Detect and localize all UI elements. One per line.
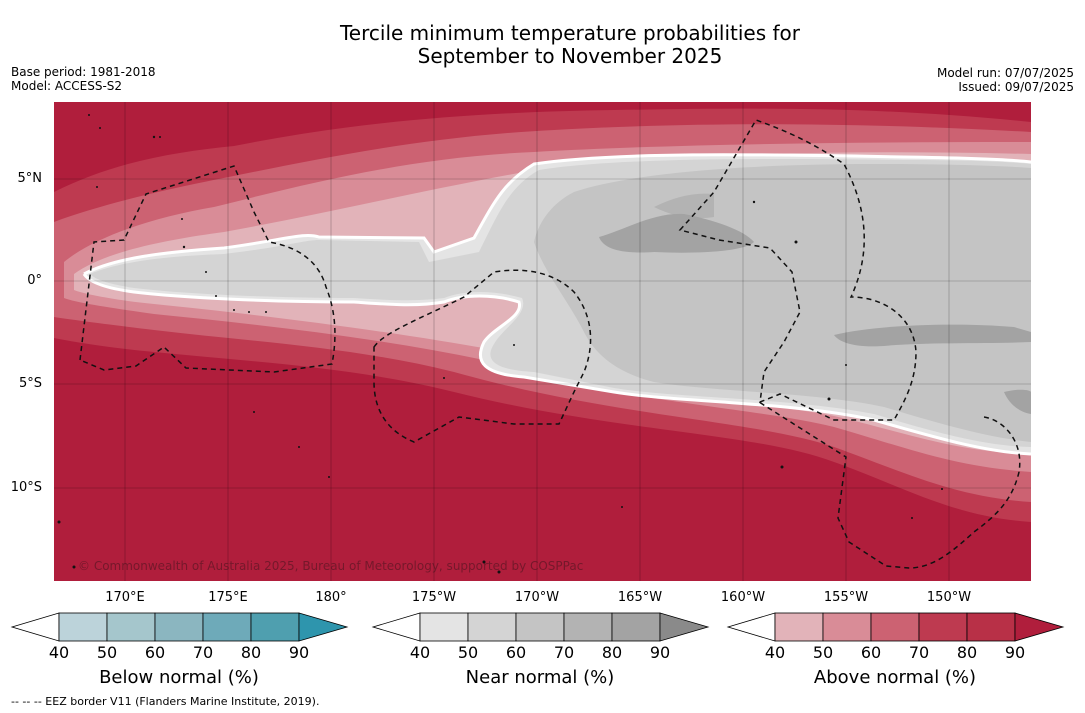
colorbar-swatch [966,612,1016,642]
meta-right: Model run: 07/07/2025 Issued: 09/07/2025 [937,66,1074,94]
colorbar-swatch [870,612,920,642]
colorbar-swatch [563,612,613,642]
eez-kiribati-phoenix [373,269,592,443]
lon-label-175w: 175°W [411,590,457,605]
colorbar-swatch [106,612,156,642]
cb-near-tick-80: 80 [601,643,623,662]
near-80-region-a [599,213,754,253]
colorbar-swatch [154,612,204,642]
colorbar-swatch [1014,612,1065,642]
model-label: Model: ACCESS-S2 [11,79,123,93]
title-line-2: September to November 2025 [417,44,723,68]
near-80-region-b [834,324,1031,347]
lon-label-165w: 165°W [617,590,663,605]
cb-near-tick-50: 50 [457,643,479,662]
eez-borders [79,119,1021,569]
islands [57,114,943,574]
cb-below-tick-40: 40 [48,643,70,662]
colorbar-swatch [659,612,710,642]
lon-label-150w: 150°W [926,590,972,605]
map-title: Tercile minimum temperature probabilitie… [0,22,1085,68]
near-70-region [654,193,714,219]
cb-above-tick-60: 60 [860,643,882,662]
lon-label-170w: 170°W [514,590,560,605]
lat-label-5s: 5°S [18,376,42,391]
lat-label-0: 0° [27,273,42,288]
copyright-notice: © Commonwealth of Australia 2025, Bureau… [78,559,584,573]
cb-above-tick-40: 40 [764,643,786,662]
colorbar-swatch [774,612,824,642]
colorbar-swatch [918,612,968,642]
lat-label-10s: 10°S [10,480,42,495]
issued-label: Issued: 09/07/2025 [958,80,1074,94]
lon-label-155w: 155°W [823,590,869,605]
cb-below-tick-80: 80 [240,643,262,662]
colorbars [10,612,1065,642]
cb-near-tick-60: 60 [505,643,527,662]
cb-near-tick-70: 70 [553,643,575,662]
eez-french-polynesia [758,401,1021,569]
near-normal-boundary-south [82,273,1031,456]
colorbar-title-near: Near normal (%) [465,667,615,688]
near-normal-boundary [83,153,1031,276]
colorbar-below-normal [10,612,349,642]
colorbar-above-normal [726,612,1065,642]
probability-map: © Commonwealth of Australia 2025, Bureau… [54,102,1031,581]
eez-kiribati-gilbert [79,165,336,373]
colorbar-swatch [250,612,300,642]
lon-label-170e: 170°E [105,590,145,605]
colorbar-swatch [611,612,661,642]
near-80-region-c [1004,389,1031,414]
cb-below-tick-70: 70 [192,643,214,662]
cb-below-tick-60: 60 [144,643,166,662]
colorbar-title-below: Below normal (%) [99,667,259,688]
cb-below-tick-90: 90 [288,643,310,662]
map-canvas [54,102,1031,581]
cb-above-tick-80: 80 [956,643,978,662]
colorbar-swatch [467,612,517,642]
graticule [54,102,1031,581]
cb-near-tick-40: 40 [409,643,431,662]
cb-above-tick-90: 90 [1004,643,1026,662]
lon-label-160w: 160°W [720,590,766,605]
colorbar-title-above: Above normal (%) [813,667,977,688]
colorbar-swatch [515,612,565,642]
lon-label-180: 180° [315,590,347,605]
lat-label-5n: 5°N [17,171,43,186]
colorbar-swatch [58,612,108,642]
colorbar-swatch [202,612,252,642]
base-period-label: Base period: 1981-2018 [11,65,156,79]
lon-label-175e: 175°E [208,590,248,605]
title-line-1: Tercile minimum temperature probabilitie… [339,21,801,45]
cb-above-tick-50: 50 [812,643,834,662]
colorbar-swatch [419,612,469,642]
cb-above-tick-70: 70 [908,643,930,662]
colorbar-swatch [822,612,872,642]
colorbar-near-normal [371,612,710,642]
cb-near-tick-90: 90 [649,643,671,662]
cb-below-tick-50: 50 [96,643,118,662]
meta-left: Base period: 1981-2018 Model: ACCESS-S2 [11,65,156,93]
colorbar-swatch [298,612,349,642]
eez-border-note: -- -- -- EEZ border V11 (Flanders Marine… [11,695,320,708]
model-run-label: Model run: 07/07/2025 [936,66,1074,80]
